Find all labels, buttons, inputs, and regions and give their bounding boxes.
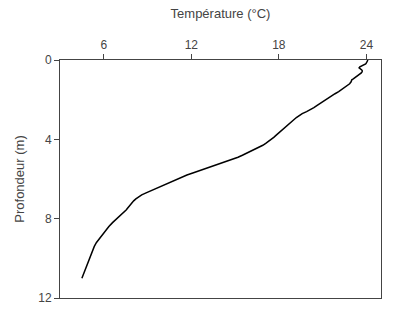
svg-text:0: 0 [45, 53, 52, 67]
svg-text:6: 6 [100, 38, 107, 52]
svg-text:Température (°C): Température (°C) [171, 6, 271, 21]
svg-text:4: 4 [45, 133, 52, 147]
svg-text:Profondeur (m): Profondeur (m) [12, 135, 27, 222]
svg-text:12: 12 [38, 291, 52, 305]
svg-text:24: 24 [360, 38, 374, 52]
svg-text:18: 18 [272, 38, 286, 52]
svg-text:8: 8 [45, 212, 52, 226]
svg-text:12: 12 [185, 38, 199, 52]
